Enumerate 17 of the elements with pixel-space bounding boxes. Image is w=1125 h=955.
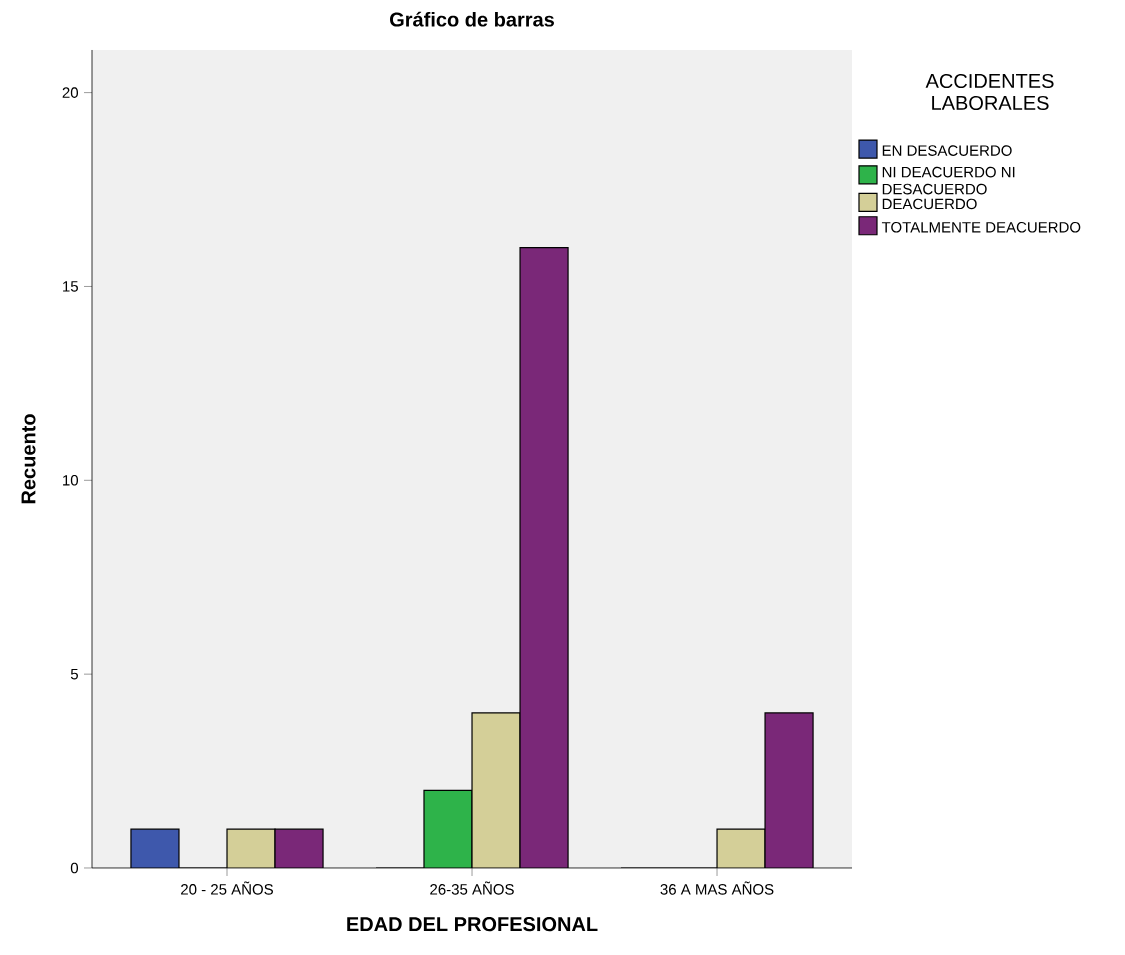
x-tick-label: 20 - 25 AÑOS (181, 881, 273, 895)
y-tick-label: 15 (63, 281, 78, 292)
bar (423, 790, 473, 868)
chart-title: Gráfico de barras (390, 11, 554, 27)
legend-title: ACCIDENTES LABORALES (925, 73, 1054, 111)
legend-label: TOTALMENTE DEACUERDO (881, 222, 1081, 233)
legend-label: NI DEACUERDO NI DESACUERDO (882, 166, 1015, 195)
y-tick-label: 20 (62, 87, 79, 98)
x-tick-label: 26-35 AÑOS (430, 881, 514, 895)
y-axis-title: Recuento (21, 414, 36, 504)
legend-label: EN DESACUERDO (882, 145, 1012, 156)
legend-label: DEACUERDO (882, 198, 977, 210)
y-tick-label: 0 (70, 862, 79, 874)
x-axis-title: EDAD DEL PROFESIONAL (347, 917, 598, 932)
y-tick-label: 5 (70, 668, 78, 680)
x-tick-label: 36 A MAS AÑOS (660, 881, 774, 895)
y-tick-label: 10 (63, 475, 79, 486)
